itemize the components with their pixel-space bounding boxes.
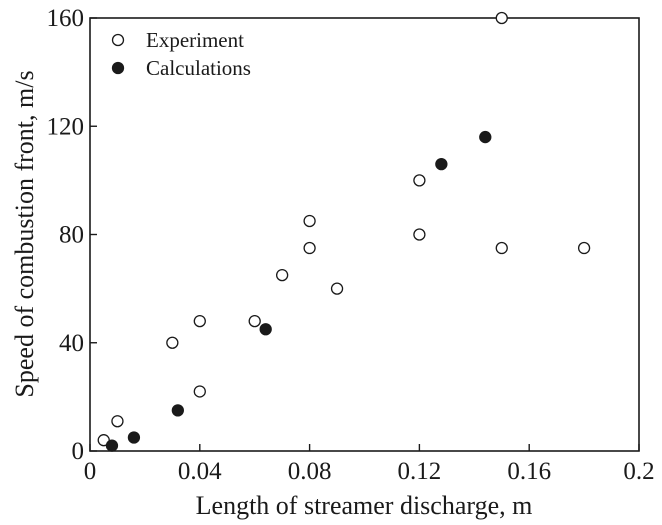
calculation-point [479, 130, 492, 144]
x-tick-label: 0.04 [178, 458, 222, 485]
legend-label-experiment: Experiment [146, 28, 244, 52]
y-tick-label: 160 [47, 5, 85, 32]
y-tick-label: 80 [59, 222, 84, 249]
experiment-point [248, 314, 261, 328]
calculation-point [171, 404, 184, 417]
experiment-point [577, 241, 591, 255]
experiment-point [413, 228, 426, 241]
experiment-point [193, 385, 206, 398]
experiment-point [193, 314, 206, 328]
x-tick-label: 0.12 [398, 458, 442, 485]
x-tick-label: 0.16 [507, 458, 551, 485]
experiment-point [303, 241, 316, 255]
experiment-point [275, 268, 289, 282]
x-tick-label: 0.08 [288, 458, 332, 485]
x-axis-ticks: 0 0.04 0.08 0.12 0.16 0.2 [84, 444, 655, 485]
y-tick-label: 40 [59, 330, 84, 357]
calculation-point [259, 323, 272, 336]
experiment-point [495, 241, 508, 255]
x-tick-label: 0.2 [623, 458, 654, 485]
experiment-point [330, 282, 344, 295]
experiment-point [413, 174, 426, 187]
experiment-point [111, 415, 124, 428]
legend-marker-calculations [111, 61, 125, 75]
calculation-point [435, 157, 448, 171]
data-points [97, 11, 591, 452]
y-tick-label: 120 [47, 113, 85, 140]
experiment-point [166, 336, 179, 349]
y-axis-title: Speed of combustion front, m/s [10, 70, 39, 397]
experiment-point [495, 11, 508, 25]
calculation-point [105, 439, 119, 452]
experiment-point [303, 214, 316, 228]
y-tick-label: 0 [72, 438, 85, 465]
legend-marker-experiment [111, 33, 125, 47]
x-tick-label: 0 [84, 458, 97, 485]
calculation-point [127, 431, 141, 444]
x-axis-title: Length of streamer discharge, m [196, 491, 533, 520]
legend: Experiment Calculations [111, 28, 251, 80]
plot-frame [89, 17, 640, 452]
y-axis-ticks: 0 40 80 120 160 [47, 5, 97, 465]
legend-label-calculations: Calculations [146, 56, 251, 80]
